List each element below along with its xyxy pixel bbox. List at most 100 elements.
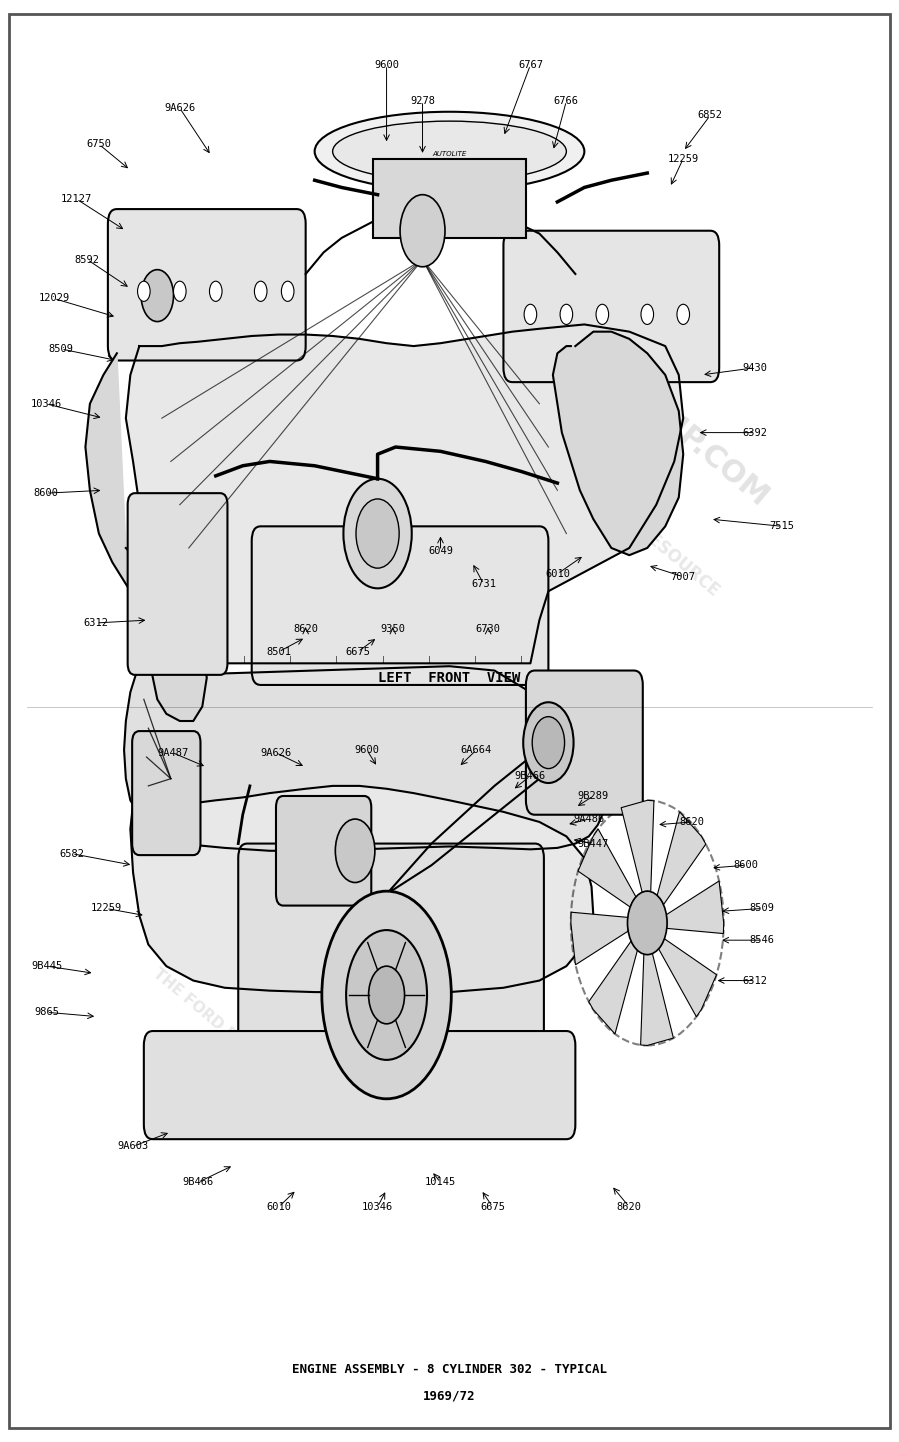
Circle shape (141, 270, 174, 322)
Text: 9600: 9600 (354, 746, 379, 754)
FancyBboxPatch shape (503, 231, 719, 382)
Text: 8600: 8600 (33, 489, 58, 497)
Text: 8620: 8620 (680, 818, 705, 826)
Text: 7007: 7007 (671, 572, 696, 581)
Circle shape (524, 304, 537, 324)
FancyBboxPatch shape (144, 1031, 575, 1139)
Text: 8620: 8620 (293, 624, 318, 633)
Text: 8509: 8509 (49, 345, 74, 353)
Text: 1969/72: 1969/72 (423, 1389, 476, 1403)
Polygon shape (126, 324, 683, 663)
Circle shape (356, 499, 399, 568)
Text: 12259: 12259 (668, 154, 699, 163)
Text: 9278: 9278 (410, 97, 435, 105)
Ellipse shape (315, 112, 584, 192)
Text: 6010: 6010 (545, 570, 570, 578)
Text: 9A486: 9A486 (574, 815, 604, 823)
Text: 9B289: 9B289 (578, 792, 609, 800)
Text: 8600: 8600 (734, 861, 759, 870)
Circle shape (523, 702, 574, 783)
Polygon shape (641, 953, 673, 1045)
Text: 6312: 6312 (84, 619, 109, 627)
Text: 9430: 9430 (743, 363, 768, 372)
Circle shape (596, 304, 609, 324)
Circle shape (641, 304, 654, 324)
Polygon shape (666, 881, 724, 933)
Circle shape (335, 819, 375, 883)
Text: 7515: 7515 (770, 522, 795, 531)
Text: 6852: 6852 (698, 111, 723, 120)
Text: 6675: 6675 (345, 647, 370, 656)
Circle shape (322, 891, 451, 1099)
Circle shape (628, 891, 667, 955)
Text: 9B466: 9B466 (515, 771, 546, 780)
Circle shape (343, 479, 412, 588)
Circle shape (209, 281, 222, 301)
Polygon shape (621, 800, 654, 893)
Circle shape (677, 304, 690, 324)
Circle shape (532, 717, 565, 769)
FancyBboxPatch shape (238, 844, 544, 1103)
Text: 8620: 8620 (617, 1203, 642, 1211)
Polygon shape (553, 332, 683, 555)
Text: 6392: 6392 (743, 428, 768, 437)
Text: 9B447: 9B447 (578, 839, 609, 848)
Circle shape (400, 195, 445, 267)
Text: 8501: 8501 (266, 647, 291, 656)
FancyBboxPatch shape (132, 731, 200, 855)
Text: 10145: 10145 (425, 1178, 456, 1187)
FancyBboxPatch shape (526, 671, 643, 815)
FancyBboxPatch shape (252, 526, 548, 685)
Text: 9350: 9350 (380, 624, 405, 633)
Text: LEFT  FRONT  VIEW: LEFT FRONT VIEW (378, 671, 521, 685)
Circle shape (560, 304, 573, 324)
Text: ENGINE ASSEMBLY - 8 CYLINDER 302 - TYPICAL: ENGINE ASSEMBLY - 8 CYLINDER 302 - TYPIC… (292, 1363, 607, 1377)
Circle shape (369, 966, 405, 1024)
Text: 6766: 6766 (554, 97, 579, 105)
Text: FORDPICKUP.COM: FORDPICKUP.COM (521, 294, 774, 513)
Text: 6010: 6010 (266, 1203, 291, 1211)
Text: 12127: 12127 (61, 195, 92, 203)
Text: 6730: 6730 (476, 624, 501, 633)
Polygon shape (124, 663, 602, 851)
Circle shape (138, 281, 150, 301)
Polygon shape (571, 913, 628, 965)
Text: 6582: 6582 (59, 849, 85, 858)
Text: THE FORD PICKUP RESOURCE: THE FORD PICKUP RESOURCE (500, 410, 723, 600)
Circle shape (174, 281, 186, 301)
Text: 9B466: 9B466 (182, 1178, 213, 1187)
Polygon shape (85, 353, 207, 721)
Circle shape (346, 930, 427, 1060)
Text: 10346: 10346 (31, 399, 61, 408)
Ellipse shape (333, 121, 566, 182)
Polygon shape (659, 939, 717, 1017)
Text: 6731: 6731 (471, 580, 496, 588)
Text: 9A626: 9A626 (165, 104, 195, 112)
Text: 9A626: 9A626 (261, 748, 291, 757)
Text: 8546: 8546 (750, 936, 775, 945)
Circle shape (254, 281, 267, 301)
Text: 6312: 6312 (743, 976, 768, 985)
Text: 9865: 9865 (34, 1008, 59, 1017)
FancyBboxPatch shape (373, 159, 526, 238)
Text: 9A603: 9A603 (118, 1142, 148, 1151)
Text: 6049: 6049 (428, 547, 453, 555)
Polygon shape (657, 812, 706, 904)
Polygon shape (589, 942, 637, 1034)
Text: 10346: 10346 (362, 1203, 393, 1211)
FancyBboxPatch shape (128, 493, 227, 675)
FancyBboxPatch shape (108, 209, 306, 360)
Text: 8509: 8509 (750, 904, 775, 913)
Text: 6767: 6767 (518, 61, 543, 69)
Polygon shape (130, 757, 593, 992)
Text: 9A487: 9A487 (157, 748, 188, 757)
Text: AUTOLITE: AUTOLITE (432, 151, 467, 157)
Text: 12029: 12029 (39, 294, 69, 303)
Text: 6A664: 6A664 (461, 746, 492, 754)
Text: 6675: 6675 (480, 1203, 505, 1211)
Text: 6750: 6750 (86, 140, 111, 149)
Text: 8592: 8592 (75, 255, 100, 264)
Text: 12259: 12259 (91, 904, 121, 913)
Text: THE FORD PICKUP RESOURCE: THE FORD PICKUP RESOURCE (150, 966, 353, 1139)
Text: FORDPICKUP.COM: FORDPICKUP.COM (154, 867, 386, 1066)
